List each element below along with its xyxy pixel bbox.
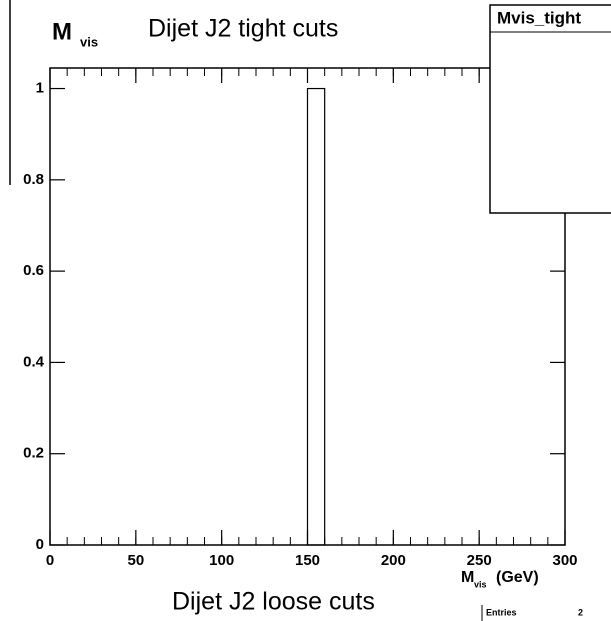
x-tick-label: 0 [46, 552, 54, 569]
y-tick-label: 0.2 [23, 445, 44, 462]
footer-title: Dijet J2 loose cuts [172, 588, 375, 616]
stats-frame [489, 4, 611, 214]
x-label-sub: vis [474, 579, 487, 589]
x-tick-label: 200 [381, 552, 406, 569]
y-label-main: M [52, 18, 72, 45]
x-label-unit: (GeV) [496, 569, 539, 586]
x-tick-label: 150 [295, 552, 320, 569]
y-tick-label: 0.8 [23, 171, 44, 188]
y-tick-label: 1 [36, 80, 44, 97]
chart-title: Dijet J2 tight cuts [148, 15, 338, 43]
stats-box: Mvis_tight [489, 4, 611, 214]
x-tick-label: 100 [209, 552, 234, 569]
x-tick-label: 300 [552, 552, 577, 569]
y-tick-label: 0.6 [23, 262, 44, 279]
y-label-sub: vis [80, 34, 98, 49]
stats-name: Mvis_tight [497, 8, 581, 27]
stats2-label: Entries [486, 607, 517, 617]
x-label-main: M [461, 569, 474, 586]
y-tick-label: 0 [36, 536, 44, 553]
bar [306, 87, 326, 546]
x-tick-label: 250 [467, 552, 492, 569]
stats2-value: 2 [578, 607, 583, 617]
x-tick-label: 50 [127, 552, 144, 569]
y-tick-label: 0.4 [23, 353, 45, 370]
